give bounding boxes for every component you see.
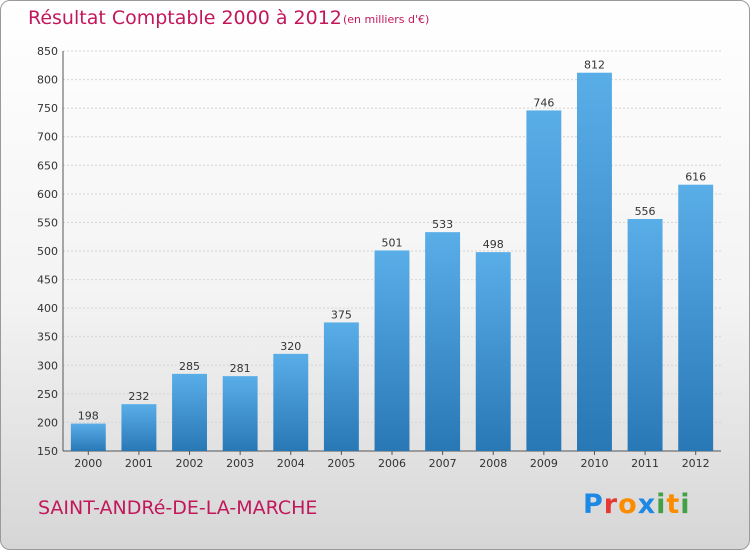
y-tick-label: 550 xyxy=(37,216,58,229)
x-tick-label: 2004 xyxy=(277,457,305,470)
bar xyxy=(172,373,208,451)
chart-subtitle: (en milliers d'€) xyxy=(343,13,430,26)
y-tick-label: 600 xyxy=(37,188,58,201)
data-label: 498 xyxy=(483,238,504,251)
data-label: 285 xyxy=(179,360,200,373)
x-tick-label: 2011 xyxy=(631,457,659,470)
data-label: 556 xyxy=(635,205,656,218)
data-label: 533 xyxy=(432,218,453,231)
bar xyxy=(627,219,663,451)
x-tick-label: 2010 xyxy=(580,457,608,470)
y-tick-label: 350 xyxy=(37,331,58,344)
proxiti-logo: Proxiti xyxy=(583,489,691,520)
data-label: 501 xyxy=(382,236,403,249)
y-tick-label: 150 xyxy=(37,445,58,458)
logo-letter: t xyxy=(666,489,681,520)
logo-letter: i xyxy=(680,489,691,520)
y-tick-label: 850 xyxy=(37,45,58,58)
bar xyxy=(475,252,511,451)
y-tick-label: 400 xyxy=(37,302,58,315)
logo-letter: r xyxy=(603,489,619,520)
x-tick-label: 2008 xyxy=(479,457,507,470)
y-tick-label: 250 xyxy=(37,388,58,401)
x-tick-label: 2012 xyxy=(682,457,710,470)
y-tick-label: 650 xyxy=(37,159,58,172)
town-name: SAINT-ANDRé-DE-LA-MARCHE xyxy=(38,497,318,519)
y-tick-label: 500 xyxy=(37,245,58,258)
y-tick-label: 300 xyxy=(37,359,58,372)
y-tick-label: 800 xyxy=(37,74,58,87)
x-tick-label: 2006 xyxy=(378,457,406,470)
data-label: 320 xyxy=(280,340,301,353)
bar xyxy=(222,376,258,451)
x-tick-label: 2001 xyxy=(125,457,153,470)
y-tick-label: 750 xyxy=(37,102,58,115)
bar xyxy=(374,250,410,451)
data-label: 281 xyxy=(230,362,251,375)
x-tick-label: 2009 xyxy=(530,457,558,470)
y-tick-label: 700 xyxy=(37,131,58,144)
logo-letter: o xyxy=(618,489,638,520)
bar xyxy=(678,184,714,451)
logo-letter: x xyxy=(637,489,657,520)
data-label: 616 xyxy=(685,171,706,184)
bar xyxy=(121,404,157,451)
bars xyxy=(70,72,714,451)
data-label: 198 xyxy=(78,410,99,423)
bar xyxy=(70,423,106,451)
x-tick-label: 2005 xyxy=(327,457,355,470)
x-tick-label: 2007 xyxy=(429,457,457,470)
bar xyxy=(526,110,562,451)
data-label: 375 xyxy=(331,308,352,321)
data-label: 232 xyxy=(128,390,149,403)
x-tick-label: 2003 xyxy=(226,457,254,470)
bar xyxy=(273,353,309,451)
x-tick-label: 2000 xyxy=(74,457,102,470)
logo-letter: P xyxy=(583,489,604,520)
x-tick-label: 2002 xyxy=(176,457,204,470)
bar xyxy=(323,322,359,451)
data-label: 746 xyxy=(533,96,554,109)
data-labels: 198 232 285 281 320 375 501 533 498 746 812 556 616 xyxy=(78,59,706,423)
bar xyxy=(576,72,612,451)
bar xyxy=(425,232,461,451)
data-label: 812 xyxy=(584,59,605,72)
y-tick-label: 200 xyxy=(37,416,58,429)
y-tick-label: 450 xyxy=(37,274,58,287)
logo-letter: i xyxy=(656,489,667,520)
chart-title: Résultat Comptable 2000 à 2012 xyxy=(28,7,342,29)
